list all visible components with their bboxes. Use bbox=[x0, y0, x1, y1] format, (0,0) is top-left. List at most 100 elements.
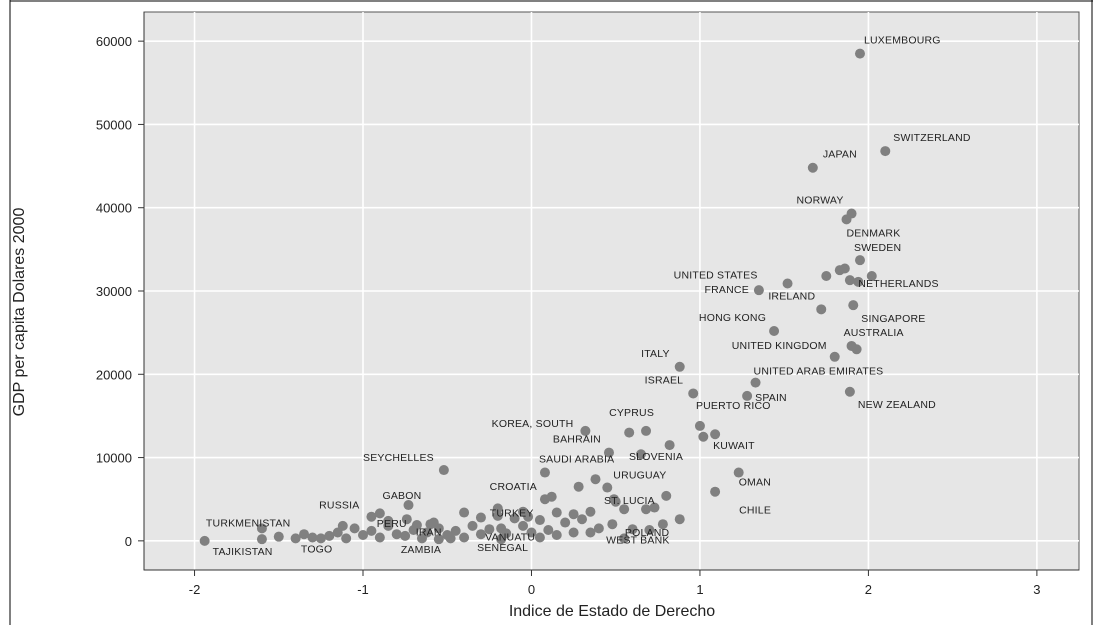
data-point bbox=[411, 520, 422, 531]
x-tick-label: 0 bbox=[528, 582, 535, 597]
x-tick-label: 2 bbox=[865, 582, 872, 597]
data-point bbox=[585, 506, 596, 517]
point-label: LUXEMBOURG bbox=[864, 35, 941, 47]
data-point bbox=[358, 530, 369, 541]
y-tick-label: 30000 bbox=[96, 284, 132, 299]
data-point bbox=[509, 513, 520, 524]
data-point bbox=[807, 162, 818, 173]
axes: 0 10000 20000 30000 40000 50000 60000 -2 -1 0 1 2 3 bbox=[96, 12, 1079, 597]
data-point bbox=[551, 530, 562, 541]
data-point bbox=[526, 527, 537, 538]
point-label: KUWAIT bbox=[713, 440, 755, 452]
point-label: SEYCHELLES bbox=[363, 452, 434, 464]
data-point bbox=[366, 525, 377, 536]
data-point bbox=[199, 535, 210, 546]
y-tick-label: 50000 bbox=[96, 117, 132, 132]
data-point bbox=[750, 377, 761, 388]
data-point bbox=[610, 496, 621, 507]
data-point bbox=[577, 514, 588, 525]
data-point bbox=[450, 525, 461, 536]
data-point bbox=[383, 515, 394, 526]
x-tick-label: -2 bbox=[189, 582, 201, 597]
data-point bbox=[753, 285, 764, 296]
data-points bbox=[199, 48, 891, 546]
y-tick-label: 60000 bbox=[96, 34, 132, 49]
point-label: PUERTO RICO bbox=[696, 400, 771, 412]
data-point bbox=[539, 467, 550, 478]
point-labels: LUXEMBOURG SWITZERLAND JAPAN NORWAY DENMARK S… bbox=[206, 35, 971, 558]
point-label: CHILE bbox=[739, 505, 771, 517]
data-point bbox=[337, 520, 348, 531]
point-label: ZAMBIA bbox=[401, 544, 441, 556]
data-point bbox=[602, 482, 613, 493]
data-point bbox=[816, 304, 827, 315]
data-point bbox=[688, 388, 699, 399]
data-point bbox=[324, 530, 335, 541]
data-point bbox=[733, 467, 744, 478]
data-point bbox=[603, 447, 614, 458]
point-label: SPAIN bbox=[755, 392, 787, 404]
data-point bbox=[374, 532, 385, 543]
data-point bbox=[664, 440, 675, 451]
y-tick-label: 10000 bbox=[96, 451, 132, 466]
data-point bbox=[534, 515, 545, 526]
data-point bbox=[501, 528, 512, 539]
point-label: OMAN bbox=[739, 477, 771, 489]
data-point bbox=[607, 519, 618, 530]
data-point bbox=[854, 255, 865, 266]
point-label: NORWAY bbox=[796, 195, 843, 207]
data-point bbox=[834, 265, 845, 276]
point-label: IRAN bbox=[416, 527, 442, 539]
data-point bbox=[844, 275, 855, 286]
data-point bbox=[829, 351, 840, 362]
point-label: TAJIKISTAN bbox=[213, 546, 273, 558]
point-label: GABON bbox=[382, 490, 421, 502]
data-point bbox=[551, 507, 562, 518]
data-point bbox=[374, 508, 385, 519]
data-point bbox=[299, 529, 310, 540]
data-point bbox=[438, 465, 449, 476]
data-point bbox=[694, 420, 705, 431]
data-point bbox=[484, 524, 495, 535]
data-point bbox=[341, 533, 352, 544]
data-point bbox=[698, 431, 709, 442]
data-point bbox=[433, 534, 444, 545]
point-label: WEST BANK bbox=[606, 534, 669, 546]
data-point bbox=[644, 525, 655, 536]
point-label: VANUATU bbox=[485, 531, 535, 543]
y-tick-label: 40000 bbox=[96, 201, 132, 216]
data-point bbox=[256, 523, 267, 534]
x-tick-label: 1 bbox=[696, 582, 703, 597]
point-label: SAUDI ARABIA bbox=[539, 454, 614, 466]
data-point bbox=[400, 530, 411, 541]
point-label: HONG KONG bbox=[699, 312, 766, 324]
point-label: ITALY bbox=[641, 348, 670, 360]
data-point bbox=[866, 271, 877, 282]
data-point bbox=[593, 523, 604, 534]
data-point bbox=[742, 390, 753, 401]
data-point bbox=[560, 517, 571, 528]
data-point bbox=[459, 507, 470, 518]
y-axis-title: GDP per capita Dolares 2000 bbox=[11, 208, 28, 417]
data-point bbox=[573, 481, 584, 492]
data-point bbox=[543, 525, 554, 536]
data-point bbox=[674, 361, 685, 372]
data-point bbox=[290, 533, 301, 544]
point-label: TURKMENISTAN bbox=[206, 517, 290, 529]
point-label: PERU bbox=[377, 518, 407, 530]
point-label: JAPAN bbox=[823, 149, 857, 161]
point-label: BAHRAIN bbox=[553, 434, 601, 446]
point-label: ST. LUCIA bbox=[604, 495, 655, 507]
data-point bbox=[590, 474, 601, 485]
data-point bbox=[416, 533, 427, 544]
point-label: SENEGAL bbox=[477, 542, 528, 554]
point-label: KOREA, SOUTH bbox=[492, 418, 574, 430]
point-label: UNITED STATES bbox=[674, 270, 758, 282]
data-point bbox=[624, 427, 635, 438]
data-point bbox=[467, 520, 478, 531]
point-label: DENMARK bbox=[847, 227, 901, 239]
data-point bbox=[492, 510, 503, 521]
point-label: SINGAPORE bbox=[861, 313, 925, 325]
